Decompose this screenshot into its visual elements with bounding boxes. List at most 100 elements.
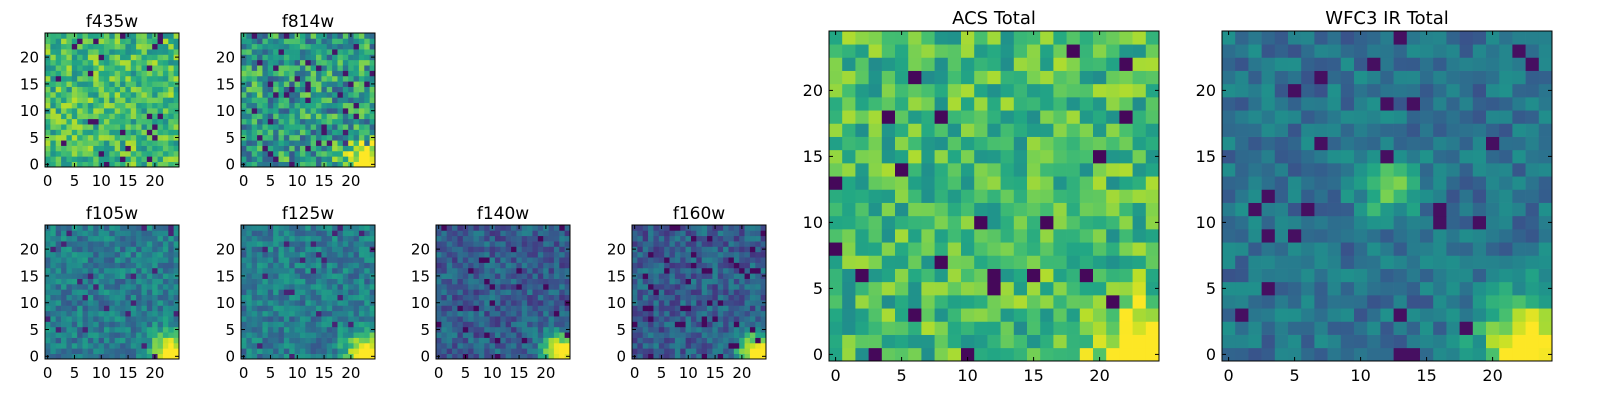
- heatmap-cell: [947, 347, 962, 362]
- heatmap-cell: [1119, 189, 1133, 203]
- heatmap-cell: [289, 108, 295, 114]
- heatmap-cell: [77, 353, 83, 360]
- heatmap-cell: [1367, 163, 1381, 177]
- heatmap-cell: [500, 246, 507, 253]
- heatmap-cell: [669, 342, 676, 349]
- heatmap-cell: [446, 348, 453, 354]
- heatmap-cell: [66, 161, 73, 168]
- heatmap-cell: [120, 273, 126, 279]
- heatmap-cell: [251, 283, 258, 290]
- heatmap-cell: [93, 102, 99, 109]
- heatmap-cell: [283, 332, 290, 338]
- heatmap-cell: [1013, 97, 1028, 111]
- heatmap-cell: [321, 140, 328, 146]
- heatmap-cell: [696, 262, 703, 269]
- heatmap-cell: [441, 316, 448, 322]
- heatmap-cell: [1472, 255, 1487, 269]
- heatmap-cell: [1235, 321, 1249, 335]
- heatmap-cell: [267, 300, 274, 306]
- heatmap-cell: [157, 246, 164, 253]
- heatmap-cell: [61, 300, 67, 306]
- heatmap-cell: [283, 97, 290, 104]
- heatmap-cell: [82, 124, 89, 130]
- x-tick-label: 10: [957, 366, 977, 385]
- heatmap-cell: [157, 145, 164, 152]
- heatmap-cell: [564, 262, 571, 269]
- heatmap-cell: [294, 150, 301, 157]
- heatmap-cell: [93, 91, 99, 98]
- heatmap-cell: [141, 321, 148, 328]
- heatmap-cell: [120, 118, 126, 125]
- heatmap-cell: [55, 305, 62, 312]
- heatmap-cell: [674, 310, 681, 317]
- heatmap-cell: [1106, 31, 1120, 45]
- heatmap-cell: [1314, 295, 1328, 309]
- heatmap-cell: [61, 353, 67, 360]
- heatmap-cell: [87, 75, 94, 82]
- heatmap-cell: [316, 273, 322, 279]
- heatmap-cell: [468, 348, 474, 354]
- heatmap-cell: [755, 230, 761, 237]
- heatmap-cell: [310, 246, 317, 253]
- heatmap-cell: [468, 305, 474, 312]
- heatmap-cell: [494, 305, 501, 312]
- heatmap-cell: [120, 230, 126, 237]
- heatmap-cell: [77, 134, 83, 141]
- heatmap-cell: [974, 163, 988, 177]
- heatmap-cell: [744, 230, 751, 237]
- heatmap-cell: [548, 326, 555, 333]
- heatmap-cell: [283, 337, 290, 344]
- heatmap-cell: [1512, 347, 1526, 362]
- heatmap-cell: [1301, 255, 1315, 269]
- heatmap-cell: [125, 251, 132, 258]
- heatmap-cell: [674, 337, 681, 344]
- heatmap-cell: [168, 161, 174, 168]
- heatmap-cell: [1066, 334, 1081, 349]
- heatmap-cell: [246, 246, 253, 253]
- heatmap-cell: [1420, 176, 1434, 190]
- heatmap-cell: [642, 257, 649, 263]
- heatmap-cell: [369, 140, 376, 146]
- heatmap-cell: [273, 81, 279, 87]
- heatmap-cell: [500, 316, 507, 322]
- heatmap-cell: [1301, 321, 1315, 335]
- heatmap-cell: [369, 59, 376, 66]
- heatmap-cell: [168, 230, 174, 237]
- heatmap-cell: [527, 283, 533, 290]
- heatmap-cell: [842, 295, 856, 309]
- heatmap-cell: [61, 289, 67, 296]
- heatmap-cell: [66, 129, 73, 136]
- heatmap-cell: [342, 267, 349, 274]
- heatmap-cell: [71, 289, 78, 296]
- heatmap-cell: [1132, 281, 1147, 296]
- heatmap-cell: [283, 316, 290, 322]
- heatmap-cell: [516, 267, 523, 274]
- heatmap-cell: [701, 246, 708, 253]
- heatmap-cell: [548, 278, 555, 285]
- heatmap-cell: [1459, 242, 1474, 256]
- heatmap-cell: [1000, 57, 1015, 71]
- heatmap-cell: [273, 91, 279, 98]
- heatmap-cell: [1145, 57, 1160, 71]
- heatmap-cell: [61, 124, 67, 130]
- heatmap-cell: [141, 118, 148, 125]
- heatmap-cell: [452, 225, 458, 231]
- heatmap-cell: [739, 342, 745, 349]
- heatmap-cell: [1499, 215, 1513, 230]
- heatmap-cell: [299, 267, 306, 274]
- heatmap-cell: [120, 129, 126, 136]
- heatmap-cell: [441, 289, 448, 296]
- heatmap-cell: [1472, 202, 1487, 217]
- heatmap-cell: [82, 118, 89, 125]
- heatmap-cell: [895, 255, 909, 269]
- heatmap-cell: [173, 43, 180, 50]
- heatmap-cell: [246, 289, 253, 296]
- axes-frame: [44, 32, 180, 168]
- heatmap-cell: [473, 300, 480, 306]
- heatmap-cell: [653, 310, 660, 317]
- heatmap-cell: [658, 251, 665, 258]
- heatmap-cell: [326, 156, 333, 162]
- heatmap-cell: [61, 267, 67, 274]
- heatmap-cell: [310, 70, 317, 77]
